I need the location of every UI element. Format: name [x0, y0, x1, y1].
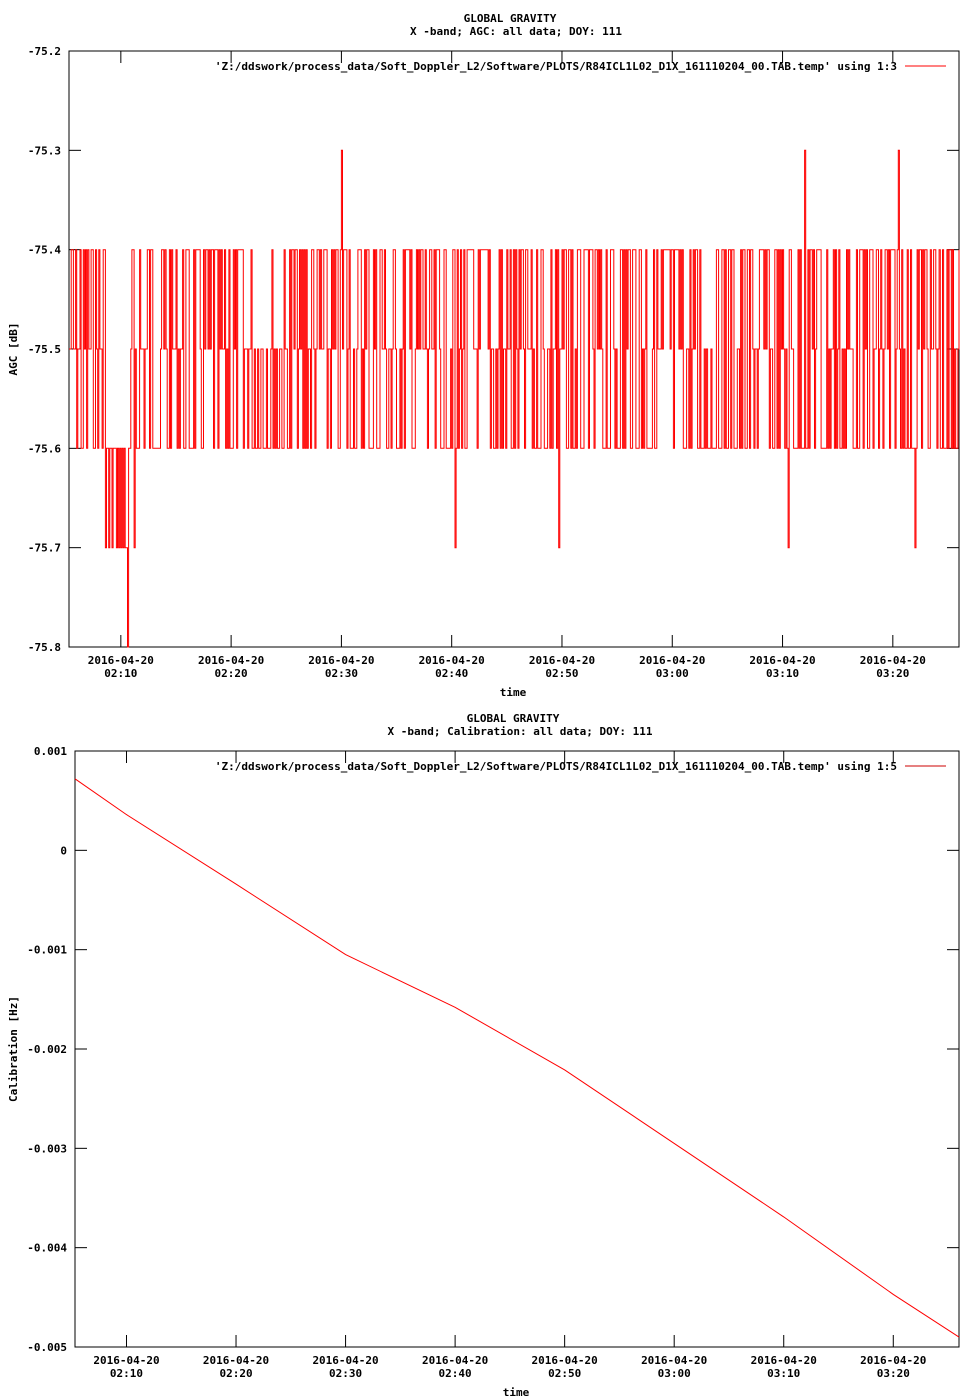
agc-xtick-date-label: 2016-04-20 — [198, 654, 264, 667]
calibration-chart-title: GLOBAL GRAVITY — [467, 712, 560, 725]
agc-legend: 'Z:/ddswork/process_data/Soft_Doppler_L2… — [215, 60, 946, 73]
agc-legend-label: 'Z:/ddswork/process_data/Soft_Doppler_L2… — [215, 60, 897, 73]
calibration-xtick-date-label: 2016-04-20 — [641, 1354, 707, 1367]
calibration-y-ticks: 0.001 0 -0.001 -0.002 -0.003 -0.004 -0.005 — [27, 745, 959, 1354]
calibration-xtick-time-label: 03:20 — [877, 1367, 910, 1380]
agc-chart-title: GLOBAL GRAVITY — [464, 12, 557, 25]
calibration-xtick-time-label: 02:30 — [329, 1367, 362, 1380]
agc-chart: GLOBAL GRAVITY X -band; AGC: all data; D… — [7, 12, 960, 699]
agc-ytick-label: -75.4 — [28, 244, 61, 257]
calibration-ytick-label: -0.004 — [27, 1242, 67, 1255]
calibration-ytick-label: -0.001 — [27, 944, 67, 957]
agc-chart-subtitle: X -band; AGC: all data; DOY: 111 — [410, 25, 622, 38]
agc-xtick-time-label: 02:10 — [104, 667, 137, 680]
calibration-xtick-date-label: 2016-04-20 — [422, 1354, 488, 1367]
calibration-xtick-date-label: 2016-04-20 — [203, 1354, 269, 1367]
agc-xtick-time-label: 02:40 — [435, 667, 468, 680]
agc-series-line — [69, 149, 960, 648]
agc-ytick-label: -75.7 — [28, 542, 61, 555]
calibration-chart-subtitle: X -band; Calibration: all data; DOY: 111 — [388, 725, 653, 738]
calibration-xtick-time-label: 03:10 — [767, 1367, 800, 1380]
calibration-xtick-time-label: 02:50 — [548, 1367, 581, 1380]
calibration-ytick-label: -0.003 — [27, 1142, 67, 1155]
calibration-x-ticks: 2016-04-2002:102016-04-2002:202016-04-20… — [93, 751, 926, 1380]
calibration-xtick-date-label: 2016-04-20 — [860, 1354, 926, 1367]
agc-xtick-time-label: 03:10 — [766, 667, 799, 680]
calibration-ytick-label: -0.005 — [27, 1341, 67, 1354]
agc-xtick-date-label: 2016-04-20 — [419, 654, 485, 667]
calibration-xtick-date-label: 2016-04-20 — [312, 1354, 378, 1367]
calibration-xtick-date-label: 2016-04-20 — [532, 1354, 598, 1367]
agc-xtick-date-label: 2016-04-20 — [529, 654, 595, 667]
agc-xtick-date-label: 2016-04-20 — [88, 654, 154, 667]
agc-ytick-label: -75.5 — [28, 343, 61, 356]
calibration-legend: 'Z:/ddswork/process_data/Soft_Doppler_L2… — [215, 760, 946, 773]
agc-xtick-time-label: 02:20 — [215, 667, 248, 680]
calibration-ytick-label: -0.002 — [27, 1043, 67, 1056]
agc-ytick-label: -75.3 — [28, 144, 61, 157]
agc-xtick-time-label: 02:30 — [325, 667, 358, 680]
calibration-legend-label: 'Z:/ddswork/process_data/Soft_Doppler_L2… — [215, 760, 897, 773]
agc-xtick-date-label: 2016-04-20 — [749, 654, 815, 667]
calibration-xtick-time-label: 02:20 — [219, 1367, 252, 1380]
agc-xtick-time-label: 03:00 — [656, 667, 689, 680]
agc-xtick-time-label: 03:20 — [876, 667, 909, 680]
agc-ytick-label: -75.8 — [28, 641, 61, 654]
agc-x-ticks: 2016-04-2002:102016-04-2002:202016-04-20… — [88, 51, 926, 680]
calibration-xtick-time-label: 02:10 — [110, 1367, 143, 1380]
agc-xtick-date-label: 2016-04-20 — [308, 654, 374, 667]
calibration-ylabel: Calibration [Hz] — [7, 996, 20, 1102]
calibration-xtick-time-label: 03:00 — [658, 1367, 691, 1380]
agc-xtick-date-label: 2016-04-20 — [639, 654, 705, 667]
agc-ylabel: AGC [dB] — [7, 323, 20, 376]
agc-ytick-label: -75.2 — [28, 45, 61, 58]
agc-xtick-date-label: 2016-04-20 — [860, 654, 926, 667]
agc-xlabel: time — [500, 686, 527, 699]
calibration-series-line — [74, 778, 960, 1338]
agc-plot-frame — [68, 50, 960, 648]
calibration-chart: GLOBAL GRAVITY X -band; Calibration: all… — [7, 712, 960, 1399]
calibration-ytick-label: 0 — [60, 844, 67, 857]
agc-xtick-time-label: 02:50 — [545, 667, 578, 680]
calibration-xtick-date-label: 2016-04-20 — [93, 1354, 159, 1367]
calibration-xtick-date-label: 2016-04-20 — [751, 1354, 817, 1367]
agc-ytick-label: -75.6 — [28, 442, 61, 455]
calibration-plot-frame — [74, 750, 960, 1348]
calibration-ytick-label: 0.001 — [34, 745, 67, 758]
calibration-xlabel: time — [503, 1386, 530, 1399]
calibration-xtick-time-label: 02:40 — [439, 1367, 472, 1380]
